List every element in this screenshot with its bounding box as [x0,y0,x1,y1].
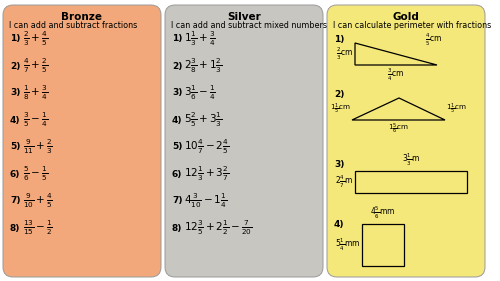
Text: $\frac{9}{10}+\frac{4}{5}$: $\frac{9}{10}+\frac{4}{5}$ [23,192,53,210]
Text: 4): 4) [10,115,20,124]
Text: 2): 2) [172,62,182,71]
Text: 8): 8) [172,223,182,232]
Text: I can add and subtract mixed numbers: I can add and subtract mixed numbers [171,21,327,30]
Text: $1\frac{1}{5}$cm: $1\frac{1}{5}$cm [330,102,351,116]
Text: 1): 1) [334,35,344,44]
Text: $3\frac{1}{6}-\frac{1}{4}$: $3\frac{1}{6}-\frac{1}{4}$ [184,84,216,102]
Text: $4\frac{5}{6}$mm: $4\frac{5}{6}$mm [370,205,396,221]
Text: $2\frac{4}{7}$m: $2\frac{4}{7}$m [335,174,353,190]
Text: $4\frac{3}{10}-1\frac{1}{4}$: $4\frac{3}{10}-1\frac{1}{4}$ [184,192,227,210]
Text: 2): 2) [334,90,344,99]
Text: $\frac{4}{7}+\frac{2}{5}$: $\frac{4}{7}+\frac{2}{5}$ [23,57,48,75]
Text: $\frac{13}{15}-\frac{1}{2}$: $\frac{13}{15}-\frac{1}{2}$ [23,219,53,237]
Text: 5): 5) [10,142,20,151]
Text: $10\frac{4}{7}-2\frac{4}{5}$: $10\frac{4}{7}-2\frac{4}{5}$ [184,138,229,156]
Text: $12\frac{1}{3}+3\frac{2}{7}$: $12\frac{1}{3}+3\frac{2}{7}$ [184,165,229,183]
Text: $1\frac{1}{5}$cm: $1\frac{1}{5}$cm [446,102,467,116]
Text: $12\frac{3}{5}+2\frac{1}{2}-\frac{7}{20}$: $12\frac{3}{5}+2\frac{1}{2}-\frac{7}{20}… [184,219,252,237]
Text: $\frac{1}{8}+\frac{3}{4}$: $\frac{1}{8}+\frac{3}{4}$ [23,84,48,102]
Text: 3): 3) [172,89,182,98]
Text: 6): 6) [172,169,182,178]
FancyBboxPatch shape [165,5,323,277]
Text: $3\frac{1}{3}$m: $3\frac{1}{3}$m [402,152,420,168]
Text: Bronze: Bronze [62,12,102,22]
Text: $5\frac{1}{4}$mm: $5\frac{1}{4}$mm [334,237,360,253]
Text: $1\frac{1}{3}+\frac{3}{4}$: $1\frac{1}{3}+\frac{3}{4}$ [184,30,216,48]
Text: 2): 2) [10,62,20,71]
Text: $\frac{2}{3}$cm: $\frac{2}{3}$cm [336,46,353,62]
Text: Silver: Silver [227,12,261,22]
Text: 4): 4) [172,115,182,124]
Text: 8): 8) [10,223,20,232]
Text: $\frac{3}{5}-\frac{1}{4}$: $\frac{3}{5}-\frac{1}{4}$ [23,111,48,129]
Text: 5): 5) [172,142,182,151]
Text: 7): 7) [10,196,20,205]
Text: $\frac{4}{5}$cm: $\frac{4}{5}$cm [425,32,442,48]
Text: 7): 7) [172,196,182,205]
Bar [362,224,404,266]
Text: I can add and subtract fractions: I can add and subtract fractions [9,21,137,30]
FancyBboxPatch shape [327,5,485,277]
Text: 1): 1) [172,35,182,44]
Text: 1): 1) [10,35,20,44]
Bar [355,171,467,193]
Text: 3): 3) [10,89,20,98]
Text: 3): 3) [334,160,344,169]
Text: I can calculate perimeter with fractions: I can calculate perimeter with fractions [333,21,491,30]
Text: $\frac{5}{6}-\frac{1}{5}$: $\frac{5}{6}-\frac{1}{5}$ [23,165,48,183]
Text: $2\frac{3}{8}+1\frac{2}{3}$: $2\frac{3}{8}+1\frac{2}{3}$ [184,57,222,75]
Text: Gold: Gold [392,12,419,22]
FancyBboxPatch shape [3,5,161,277]
Text: $5\frac{2}{5}+3\frac{1}{3}$: $5\frac{2}{5}+3\frac{1}{3}$ [184,111,222,129]
Text: 6): 6) [10,169,20,178]
Text: 4): 4) [334,220,344,229]
Text: $\frac{9}{11}+\frac{2}{3}$: $\frac{9}{11}+\frac{2}{3}$ [23,138,53,156]
Text: $1\frac{5}{6}$cm: $1\frac{5}{6}$cm [388,122,409,136]
Text: $\frac{3}{4}$cm: $\frac{3}{4}$cm [388,67,404,83]
Text: $\frac{2}{3}+\frac{4}{5}$: $\frac{2}{3}+\frac{4}{5}$ [23,30,48,48]
